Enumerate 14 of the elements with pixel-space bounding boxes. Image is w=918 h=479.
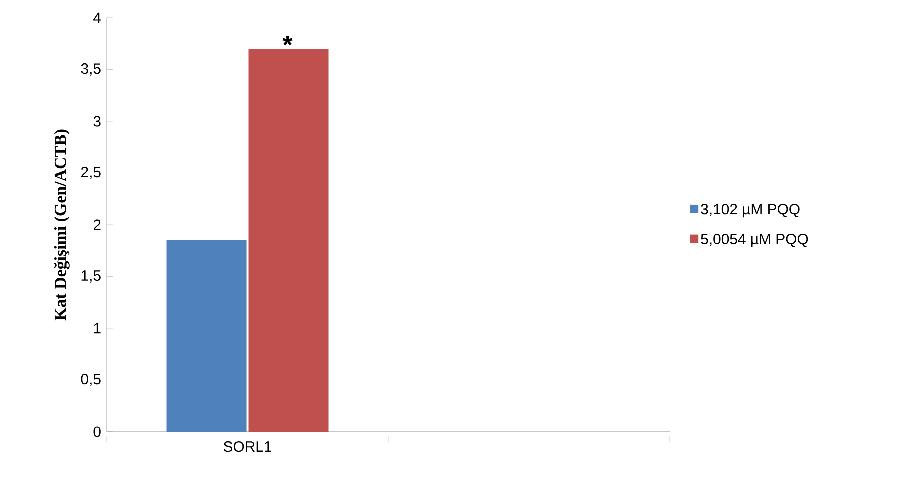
- y-tick-label: 4: [94, 12, 102, 24]
- legend-label: 3,102 µM PQQ: [701, 204, 800, 218]
- y-tick-label: 3,5: [81, 64, 101, 76]
- y-axis-title: Kat Değişimi (Gen/ACTB): [54, 130, 70, 321]
- annotation: *: [282, 36, 293, 46]
- y-tick-label: 3: [94, 116, 101, 127]
- x-tick-label: SORL1: [224, 442, 272, 452]
- y-tick-label: 1,5: [82, 270, 101, 283]
- y-tick-label: 2,5: [81, 167, 101, 180]
- y-tick-label: 1: [94, 323, 101, 334]
- y-tick-label: 0,5: [81, 374, 101, 386]
- y-tick-label: 2: [94, 220, 101, 230]
- legend-label: 5,0054 µM PQQ: [701, 234, 808, 248]
- y-tick-label: 0: [94, 426, 101, 438]
